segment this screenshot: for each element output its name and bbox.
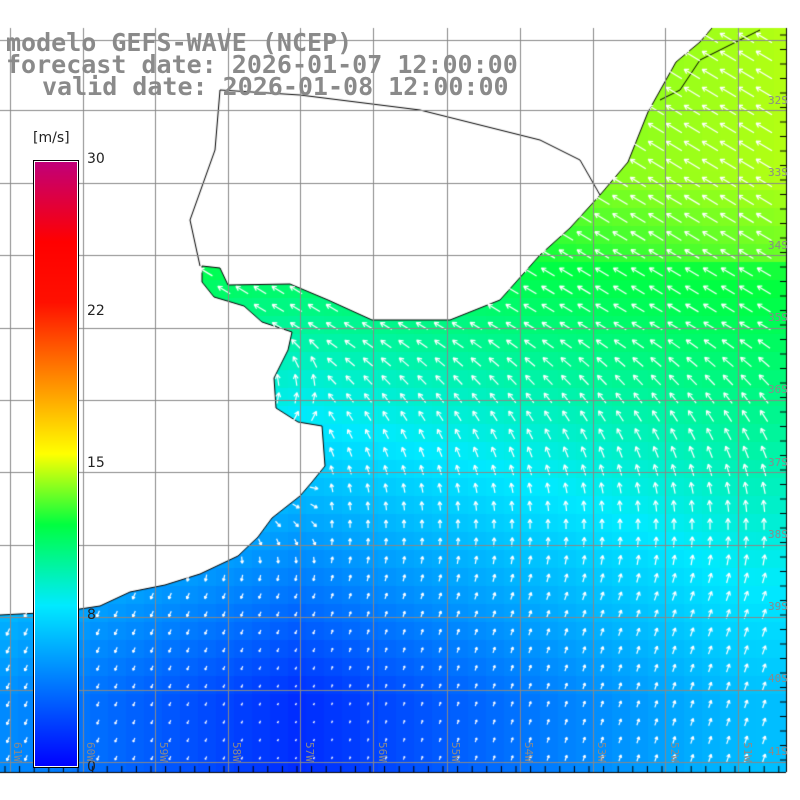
lon-label: 51W [741, 742, 754, 762]
lon-label: 60W [84, 742, 97, 762]
lon-label: 55W [449, 742, 462, 762]
lat-label: 34S [768, 238, 788, 252]
colorbar-label-15: 15 [87, 455, 105, 471]
colorbar [33, 160, 79, 768]
colorbar-label-0: 0 [87, 759, 96, 775]
lon-label: 53W [595, 742, 608, 762]
lat-label: 35S [768, 310, 788, 324]
colorbar-label-22: 22 [87, 303, 105, 319]
lat-label: 39S [768, 600, 788, 614]
lat-label: 37S [768, 455, 788, 469]
colorbar-label-30: 30 [87, 151, 105, 167]
colorbar-label-8: 8 [87, 607, 96, 623]
lat-label: 33S [768, 166, 788, 180]
lon-label: 57W [303, 742, 316, 762]
lon-label: 61W [11, 742, 24, 762]
lat-label: 32S [768, 94, 788, 107]
valid-date: valid date: 2026-01-08 12:00:00 [42, 72, 509, 101]
forecast-date: forecast date: 2026-01-07 12:00:00 [6, 50, 518, 79]
lat-label: 41S [768, 744, 788, 758]
lon-label: 58W [230, 742, 243, 762]
lat-label: 36S [768, 383, 788, 397]
lon-label: 59W [157, 742, 170, 762]
lon-label: 56W [376, 742, 389, 762]
model-title: modelo GEFS-WAVE (NCEP) [6, 28, 353, 57]
lon-label: 52W [668, 742, 681, 762]
lon-label: 54W [522, 742, 535, 762]
lat-label: 38S [768, 527, 788, 541]
colorbar-unit: [m/s] [33, 130, 70, 146]
lat-label: 40S [768, 672, 788, 686]
